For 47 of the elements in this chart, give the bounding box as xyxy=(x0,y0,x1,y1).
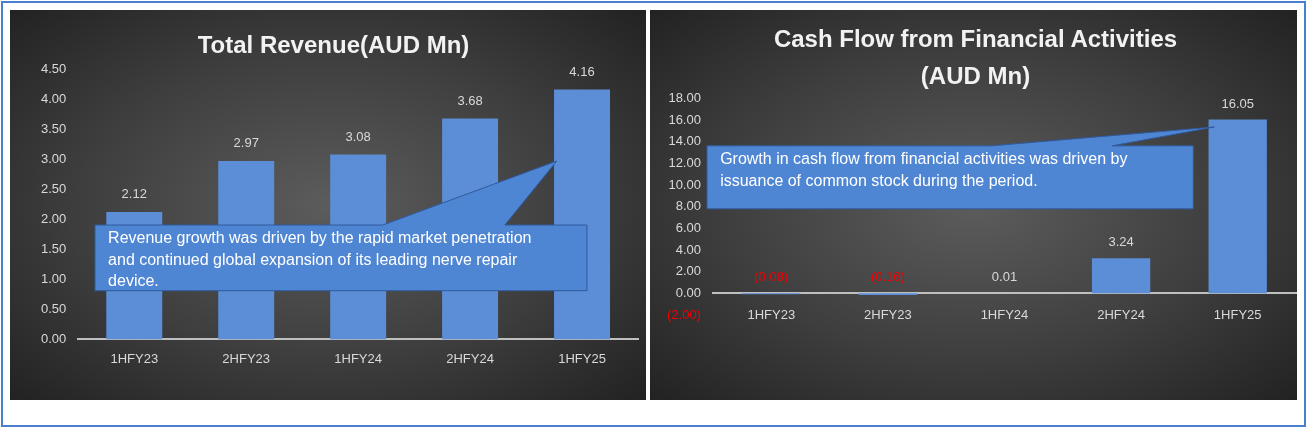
y-tick-label: 3.00 xyxy=(40,150,67,166)
y-tick-label: 16.00 xyxy=(668,111,701,127)
y-tick-label: 2.00 xyxy=(675,263,701,279)
y-tick-label: 4.00 xyxy=(40,90,67,106)
x-tick-label: 1HFY24 xyxy=(980,306,1029,322)
y-tick-label: 8.00 xyxy=(675,198,701,214)
x-tick-label: 1HFY23 xyxy=(747,306,796,322)
data-label: 4.16 xyxy=(569,63,595,79)
x-tick-label: 2HFY24 xyxy=(446,350,494,366)
data-label: (0.16) xyxy=(870,269,905,285)
data-label: 0.01 xyxy=(991,269,1018,285)
x-tick-label: 1HFY25 xyxy=(558,350,606,366)
y-tick-label: 10.00 xyxy=(668,176,701,192)
y-tick-label: 2.50 xyxy=(40,180,67,196)
data-label: 3.68 xyxy=(457,92,483,108)
data-label: 16.05 xyxy=(1221,95,1254,111)
y-tick-label: 0.50 xyxy=(40,300,67,316)
x-tick-label: 1HFY25 xyxy=(1213,306,1262,322)
y-tick-label: 2.00 xyxy=(40,210,67,226)
bar xyxy=(1208,119,1267,294)
chart-title: Total Revenue(AUD Mn) xyxy=(197,31,470,59)
data-label: 2.12 xyxy=(121,186,147,202)
x-tick-label: 1HFY23 xyxy=(110,350,159,366)
y-tick-label: 6.00 xyxy=(675,219,701,235)
x-tick-label: 1HFY24 xyxy=(334,350,382,366)
y-tick-label: 4.00 xyxy=(675,241,701,257)
y-tick-label: 12.00 xyxy=(668,154,701,170)
y-tick-label: 18.00 xyxy=(668,89,701,105)
data-label: 2.97 xyxy=(233,135,259,151)
y-tick-label: 0.00 xyxy=(40,330,67,346)
y-tick-label: 3.50 xyxy=(40,120,67,136)
x-tick-label: 2HFY23 xyxy=(222,350,271,366)
data-label: 3.08 xyxy=(345,128,371,144)
y-tick-label: 1.50 xyxy=(40,240,67,256)
x-tick-label: 2HFY24 xyxy=(1097,306,1145,322)
x-tick-label: 2HFY23 xyxy=(864,306,912,322)
bar xyxy=(1091,258,1151,294)
data-label: 3.24 xyxy=(1108,234,1134,250)
y-tick-label: 1.00 xyxy=(40,270,67,286)
chart-title: Cash Flow from Financial Activities (AUD Mn) xyxy=(773,25,1178,90)
y-tick-label: 14.00 xyxy=(668,133,701,149)
annotation: Revenue growth was driven by the rapid market penetration and continued global expansion of its leading nerve repair device. xyxy=(108,227,533,292)
annotation: Growth in cash flow from financial activities was driven by issuance of common stock during the period. xyxy=(720,149,1129,191)
y-tick-label: 4.50 xyxy=(40,60,67,76)
y-tick-label: (2.00) xyxy=(666,306,701,322)
data-label: (0.08) xyxy=(754,269,789,285)
y-tick-label: 0.00 xyxy=(675,284,701,300)
